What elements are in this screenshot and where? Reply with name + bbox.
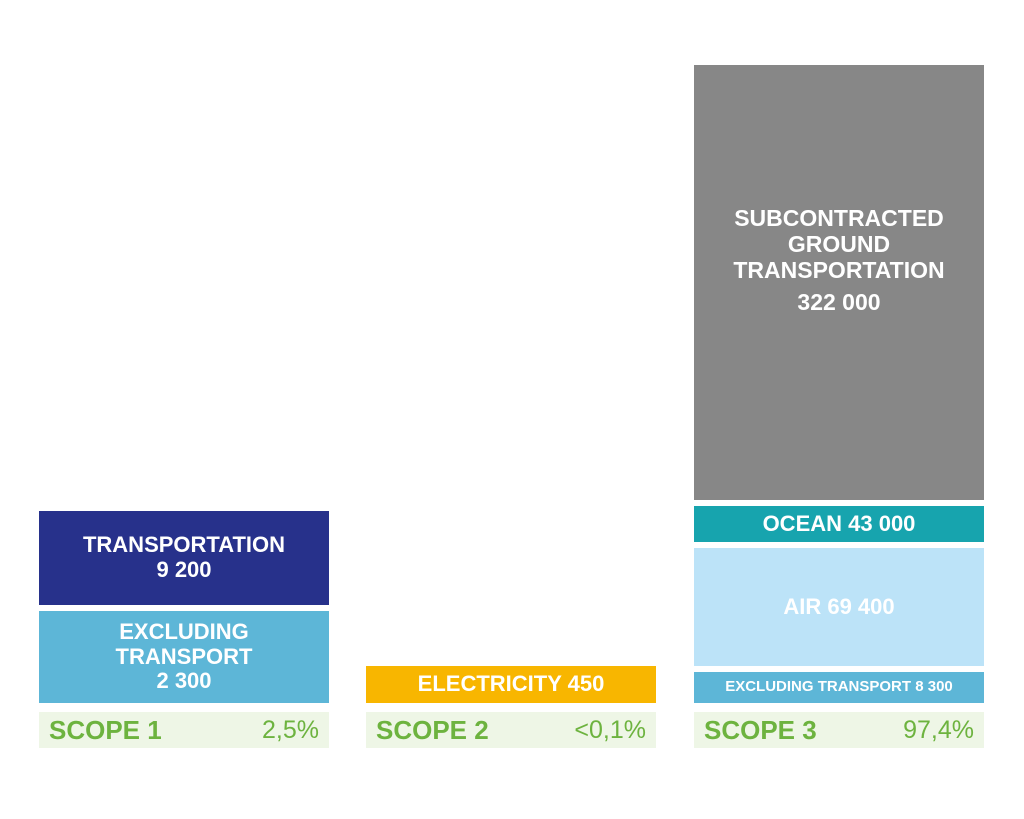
- segment-label: TRANSPORT: [115, 643, 253, 669]
- bar-segment: EXCLUDING TRANSPORT 8 300: [694, 672, 984, 703]
- segment-label: AIR 69 400: [783, 593, 895, 619]
- scope-footer: SCOPE 1 2,5%: [39, 712, 329, 748]
- bar-segment: OCEAN 43 000: [694, 506, 984, 542]
- segment-label: EXCLUDING: [119, 619, 249, 645]
- scope-percent: 97,4%: [903, 715, 974, 744]
- segment-label: 322 000: [797, 288, 881, 315]
- segment-label: TRANSPORTATION: [82, 532, 286, 558]
- bar-segment: EXCLUDING TRANSPORT 2 300: [39, 611, 329, 703]
- segment-label: OCEAN 43 000: [762, 510, 916, 536]
- scope-percent: <0,1%: [574, 715, 646, 744]
- scope-footer: SCOPE 2 <0,1%: [366, 712, 656, 748]
- scope-name: SCOPE 2: [376, 714, 489, 745]
- scope-name: SCOPE 3: [704, 714, 817, 745]
- segment-label: EXCLUDING TRANSPORT 8 300: [725, 678, 953, 696]
- scope-footer: SCOPE 3 97,4%: [694, 712, 984, 748]
- bar-segment: ELECTRICITY 450: [366, 666, 656, 703]
- segment-label: ELECTRICITY 450: [417, 671, 605, 697]
- bar-segment: TRANSPORTATION 9 200: [39, 511, 329, 605]
- scope-name: SCOPE 1: [49, 714, 162, 745]
- segment-label: 9 200: [156, 557, 212, 582]
- segment-label: 2 300: [156, 668, 212, 694]
- bar-segment: SUBCONTRACTED GROUND TRANSPORTATION 322 000: [694, 65, 984, 500]
- segment-label: TRANSPORTATION: [733, 256, 945, 283]
- segment-label: SUBCONTRACTED: [734, 205, 944, 231]
- bar-segment: AIR 69 400: [694, 548, 984, 666]
- segment-label: GROUND: [787, 230, 891, 257]
- scope-percent: 2,5%: [262, 715, 319, 744]
